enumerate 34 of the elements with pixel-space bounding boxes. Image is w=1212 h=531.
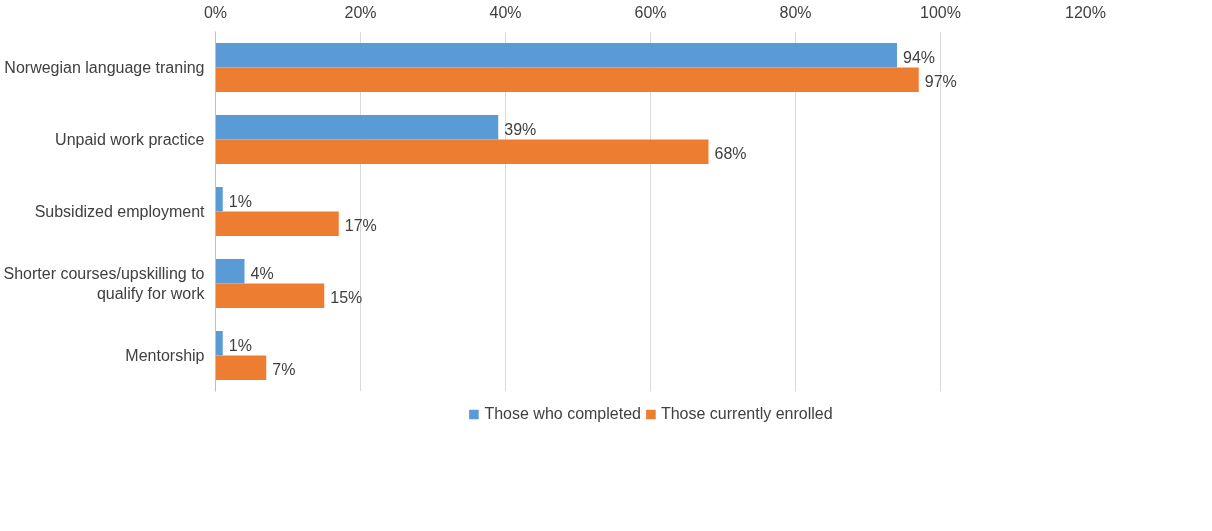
x-tick-label: 120% xyxy=(1065,3,1106,21)
x-tick-label: 100% xyxy=(920,3,961,21)
data-label: 97% xyxy=(924,73,957,91)
data-label: 1% xyxy=(228,336,252,354)
bar xyxy=(215,211,339,236)
y-tick-label: Unpaid work practice xyxy=(55,131,205,148)
bar xyxy=(215,331,223,356)
data-label: 4% xyxy=(250,264,274,282)
x-tick-label: 40% xyxy=(489,3,522,21)
data-label: 17% xyxy=(344,217,377,235)
data-label: 94% xyxy=(903,48,936,66)
x-tick-label: 20% xyxy=(344,3,377,21)
y-tick-label: Norwegian language traning xyxy=(4,59,205,76)
y-tick-label: Shorter courses/upskilling to qualify for work xyxy=(3,264,206,303)
bar xyxy=(215,259,245,284)
bar xyxy=(215,283,325,308)
bar xyxy=(215,139,709,164)
data-label: 7% xyxy=(272,361,296,379)
bar xyxy=(215,355,267,380)
bar xyxy=(215,187,223,212)
bar xyxy=(215,67,919,92)
legend-label: Those currently enrolled xyxy=(660,405,833,423)
y-tick-label: Mentorship xyxy=(125,347,205,364)
legend-label: Those who completed xyxy=(484,405,641,423)
x-tick-label: 0% xyxy=(203,3,228,21)
data-label: 1% xyxy=(228,192,252,210)
x-tick-label: 60% xyxy=(634,3,667,21)
bar xyxy=(215,43,897,68)
bar xyxy=(215,115,499,140)
y-tick-label: Subsidized employment xyxy=(34,203,206,220)
data-label: 39% xyxy=(504,120,537,138)
x-tick-label: 80% xyxy=(779,3,812,21)
data-label: 15% xyxy=(330,289,363,307)
data-label: 68% xyxy=(714,145,747,163)
